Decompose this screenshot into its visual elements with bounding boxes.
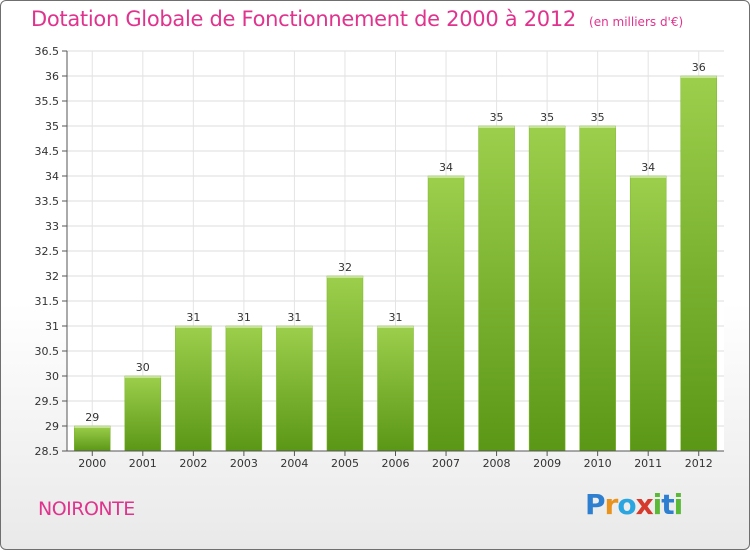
bar-2010 <box>579 125 616 452</box>
y-tick-label: 31.5 <box>35 295 60 308</box>
logo-letter: o <box>617 488 636 521</box>
x-tick-label: 2010 <box>584 457 612 470</box>
logo-letter: t <box>661 488 674 521</box>
y-tick-label: 35.5 <box>35 95 60 108</box>
bar-highlight <box>175 326 212 328</box>
place-name: NOIRONTE <box>38 498 135 520</box>
bar-highlight <box>326 276 363 278</box>
y-tick-label: 29 <box>45 420 59 433</box>
y-tick-label: 34 <box>45 170 59 183</box>
bar-highlight <box>225 326 262 328</box>
data-label: 32 <box>338 261 352 274</box>
y-tick-label: 30 <box>45 370 59 383</box>
x-tick-label: 2001 <box>129 457 157 470</box>
proxiti-logo[interactable]: Proxiti <box>585 488 684 521</box>
y-tick-label: 32.5 <box>35 245 60 258</box>
bar-highlight <box>124 376 161 378</box>
data-label: 31 <box>237 311 251 324</box>
bar-2009 <box>528 125 566 452</box>
y-tick-label: 36 <box>45 70 59 83</box>
bar-highlight <box>276 326 313 328</box>
bar-highlight <box>680 76 717 78</box>
y-tick-label: 35 <box>45 120 59 133</box>
bar-2005 <box>326 275 364 452</box>
x-tick-label: 2012 <box>685 457 713 470</box>
data-label: 30 <box>136 361 150 374</box>
x-tick-label: 2007 <box>432 457 460 470</box>
x-tick-label: 2002 <box>179 457 207 470</box>
data-label: 35 <box>490 111 504 124</box>
y-tick-label: 36.5 <box>35 45 60 58</box>
bar-2006 <box>377 325 414 452</box>
data-label: 31 <box>389 311 403 324</box>
y-tick-label: 32 <box>45 270 59 283</box>
bar-2003 <box>225 325 263 452</box>
y-tick-label: 34.5 <box>35 145 60 158</box>
x-tick-label: 2005 <box>331 457 359 470</box>
bar-2012 <box>680 75 717 452</box>
chart-unit-label: (en milliers d'€) <box>589 15 684 29</box>
bar-2007 <box>427 175 465 452</box>
chart-title: Dotation Globale de Fonctionnement de 20… <box>31 7 683 31</box>
data-label: 29 <box>85 411 99 424</box>
chart-title-text: Dotation Globale de Fonctionnement de 20… <box>31 7 576 31</box>
y-tick-label: 33 <box>45 220 59 233</box>
bar-highlight <box>74 426 111 428</box>
bar-2002 <box>175 325 212 452</box>
logo-letter: i <box>673 488 684 521</box>
bar-2000 <box>74 425 111 452</box>
x-tick-label: 2003 <box>230 457 258 470</box>
x-tick-label: 2009 <box>533 457 561 470</box>
logo-letter: r <box>604 488 619 521</box>
data-label: 34 <box>439 161 453 174</box>
logo-letter: i <box>652 488 663 521</box>
data-label: 34 <box>641 161 655 174</box>
bar-2011 <box>629 175 667 452</box>
y-tick-label: 30.5 <box>35 345 60 358</box>
y-tick-label: 33.5 <box>35 195 60 208</box>
bar-highlight <box>579 126 616 128</box>
y-tick-label: 31 <box>45 320 59 333</box>
x-tick-label: 2008 <box>483 457 511 470</box>
data-label: 35 <box>591 111 605 124</box>
data-label: 36 <box>692 61 706 74</box>
data-label: 35 <box>540 111 554 124</box>
bar-2004 <box>276 325 313 452</box>
x-tick-label: 2006 <box>382 457 410 470</box>
bar-highlight <box>478 126 515 128</box>
bar-highlight <box>529 126 566 128</box>
bar-highlight <box>630 176 667 178</box>
y-tick-label: 28.5 <box>35 445 60 458</box>
x-tick-label: 2011 <box>634 457 662 470</box>
bar-highlight <box>428 176 465 178</box>
logo-letter: x <box>635 488 654 521</box>
bar-2008 <box>478 125 515 452</box>
logo-letter: P <box>585 488 606 521</box>
y-tick-label: 29.5 <box>35 395 60 408</box>
data-label: 31 <box>186 311 200 324</box>
bar-2001 <box>124 375 162 452</box>
data-label: 31 <box>287 311 301 324</box>
x-tick-label: 2004 <box>280 457 308 470</box>
x-tick-label: 2000 <box>78 457 106 470</box>
bar-highlight <box>377 326 414 328</box>
